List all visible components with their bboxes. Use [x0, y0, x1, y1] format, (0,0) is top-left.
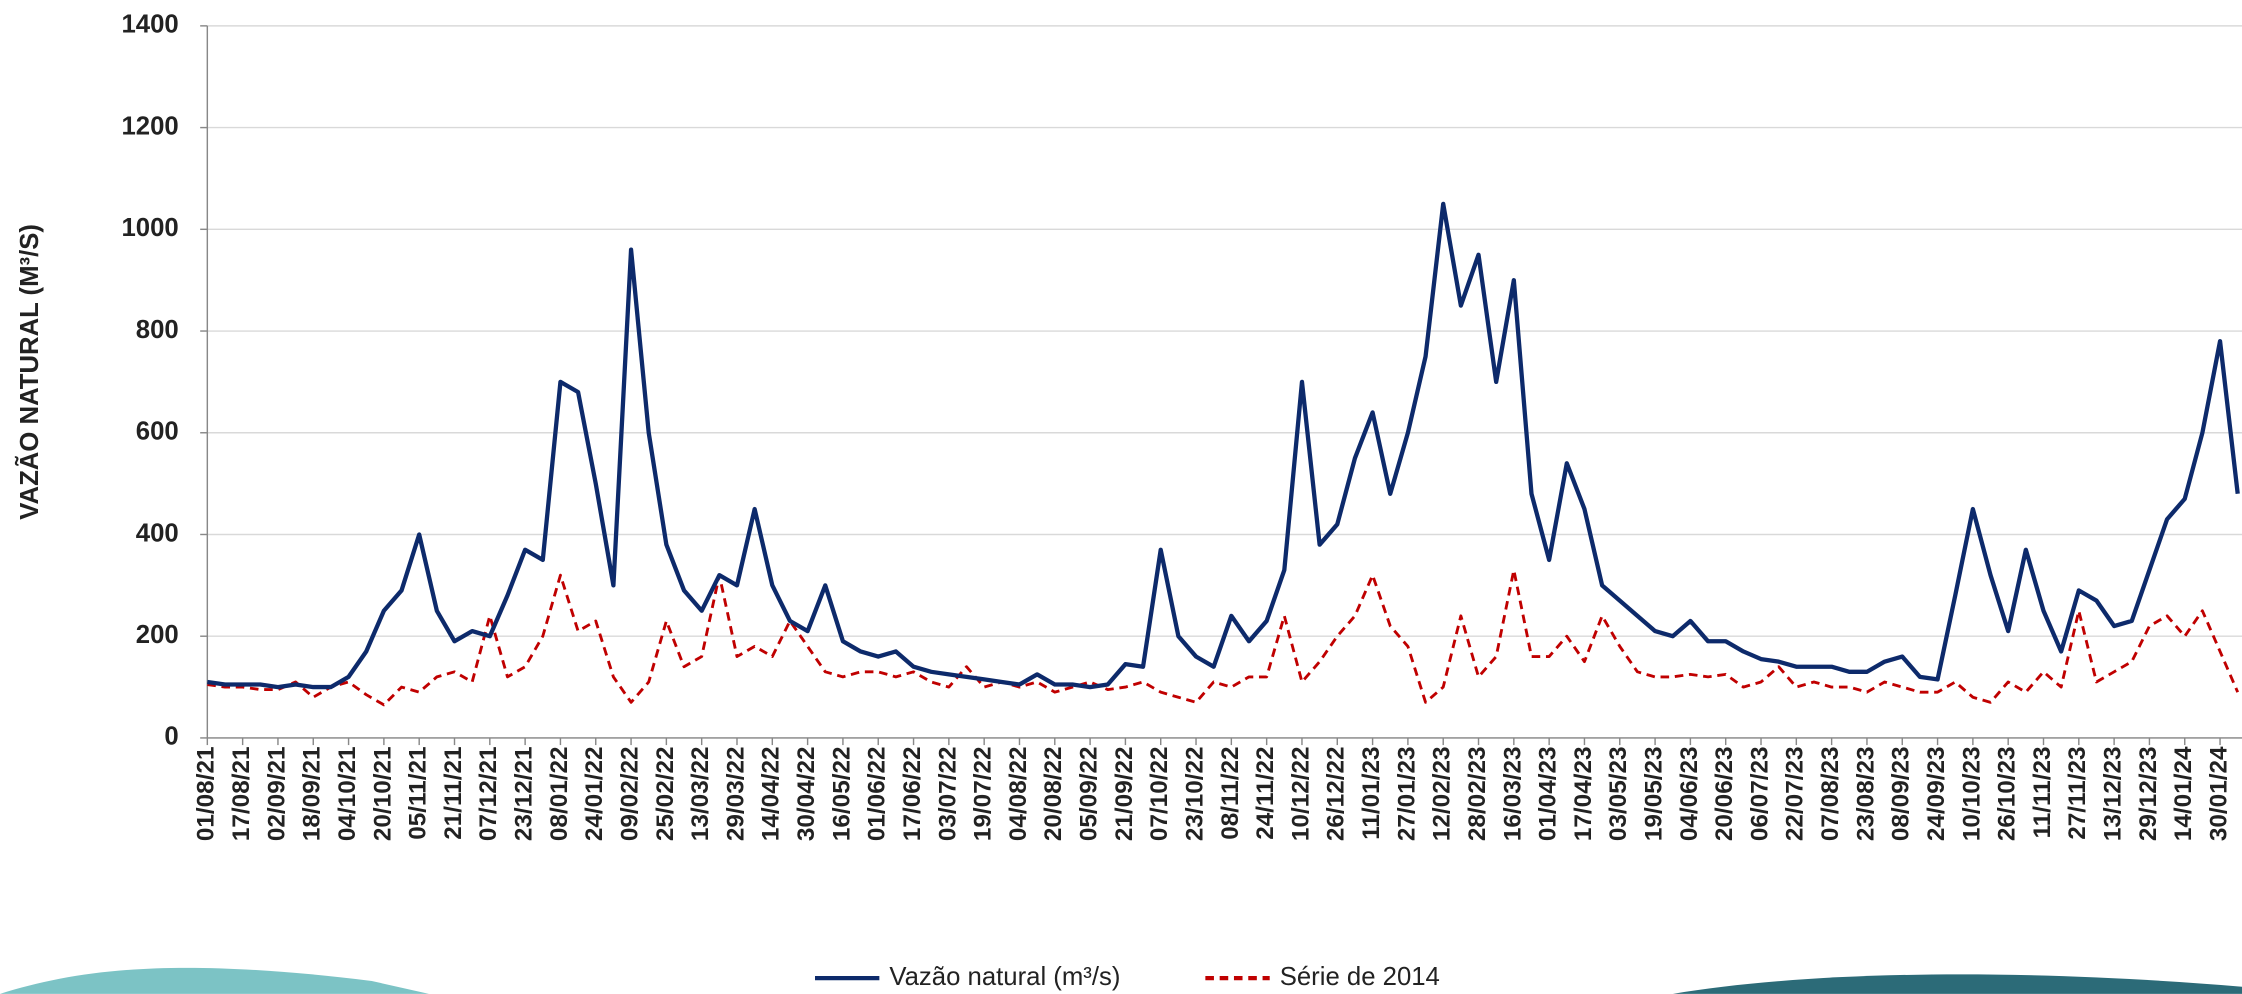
series-line	[207, 201, 2240, 690]
x-tick-label: 26/10/23	[1994, 747, 2021, 842]
x-tick-label: 04/08/22	[1005, 747, 1032, 842]
x-tick-label: 01/04/23	[1535, 747, 1562, 842]
x-tick-label: 17/04/23	[1570, 747, 1597, 842]
x-tick-label: 27/11/23	[2064, 747, 2091, 840]
x-tick-label: 02/09/21	[263, 747, 290, 842]
x-tick-label: 11/01/23	[1358, 747, 1385, 840]
x-tick-label: 29/12/23	[2135, 747, 2162, 842]
x-tick-label: 24/11/22	[1252, 747, 1279, 840]
x-tick-label: 28/02/23	[1464, 747, 1491, 842]
y-tick-label: 1000	[122, 214, 179, 242]
decor-wave	[1672, 974, 2242, 994]
series-line	[207, 568, 2240, 707]
x-tick-label: 05/11/21	[405, 747, 432, 840]
y-tick-label: 600	[136, 418, 179, 446]
x-tick-label: 08/11/22	[1217, 747, 1244, 840]
x-tick-label: 27/01/23	[1393, 747, 1420, 842]
x-tick-label: 08/09/23	[1888, 747, 1915, 842]
decor-wave	[0, 967, 429, 994]
x-tick-label: 20/06/23	[1711, 747, 1738, 842]
x-tick-label: 05/09/22	[1076, 747, 1103, 842]
x-tick-label: 08/01/22	[546, 747, 573, 842]
x-tick-label: 01/08/21	[193, 747, 220, 842]
x-tick-label: 23/12/21	[511, 747, 538, 842]
x-tick-label: 16/03/23	[1499, 747, 1526, 842]
x-tick-label: 17/08/21	[228, 747, 255, 842]
x-tick-label: 26/12/22	[1323, 747, 1350, 842]
x-tick-label: 21/11/21	[440, 747, 467, 840]
x-tick-label: 23/08/23	[1852, 747, 1879, 842]
x-tick-label: 20/08/22	[1040, 747, 1067, 842]
x-tick-label: 04/06/23	[1676, 747, 1703, 842]
x-tick-label: 11/11/23	[2029, 747, 2056, 839]
x-tick-label: 16/05/22	[828, 747, 855, 842]
y-tick-label: 1400	[122, 11, 179, 39]
x-tick-label: 14/04/22	[758, 747, 785, 842]
x-tick-label: 07/10/22	[1146, 747, 1173, 842]
x-tick-label: 29/03/22	[722, 747, 749, 842]
x-tick-label: 17/06/22	[899, 747, 926, 842]
x-tick-label: 24/09/23	[1923, 747, 1950, 842]
x-tick-label: 19/05/23	[1641, 747, 1668, 842]
x-tick-label: 07/08/23	[1817, 747, 1844, 842]
y-tick-label: 800	[136, 316, 179, 344]
x-tick-label: 10/10/23	[1958, 747, 1985, 842]
x-tick-label: 23/10/22	[1181, 747, 1208, 842]
x-tick-label: 13/03/22	[687, 747, 714, 842]
x-tick-label: 21/09/22	[1111, 747, 1138, 842]
x-tick-label: 30/04/22	[793, 747, 820, 842]
x-tick-label: 13/12/23	[2100, 747, 2127, 842]
x-tick-label: 06/07/23	[1746, 747, 1773, 842]
y-tick-label: 400	[136, 519, 179, 547]
y-tick-label: 200	[136, 621, 179, 649]
x-tick-label: 18/09/21	[299, 747, 326, 842]
y-tick-label: 0	[164, 723, 178, 751]
x-tick-label: 22/07/23	[1782, 747, 1809, 842]
y-axis-title: VAZÃO NATURAL (M³/S)	[14, 224, 44, 520]
x-tick-label: 04/10/21	[334, 747, 361, 842]
x-tick-label: 24/01/22	[581, 747, 608, 842]
x-tick-label: 01/06/22	[864, 747, 891, 842]
x-tick-label: 19/07/22	[970, 747, 997, 842]
x-tick-label: 09/02/22	[616, 747, 643, 842]
x-tick-label: 20/10/21	[369, 747, 396, 842]
x-tick-label: 03/05/23	[1605, 747, 1632, 842]
y-tick-label: 1200	[122, 112, 179, 140]
x-tick-label: 25/02/22	[652, 747, 679, 842]
legend-label: Vazão natural (m³/s)	[889, 963, 1120, 991]
x-tick-label: 30/01/24	[2205, 746, 2232, 841]
x-tick-label: 07/12/21	[475, 747, 502, 842]
x-tick-label: 14/01/24	[2170, 746, 2197, 841]
x-tick-label: 03/07/22	[934, 747, 961, 842]
legend-label: Série de 2014	[1280, 963, 1440, 991]
x-tick-label: 12/02/23	[1429, 747, 1456, 842]
x-tick-label: 10/12/22	[1287, 747, 1314, 842]
